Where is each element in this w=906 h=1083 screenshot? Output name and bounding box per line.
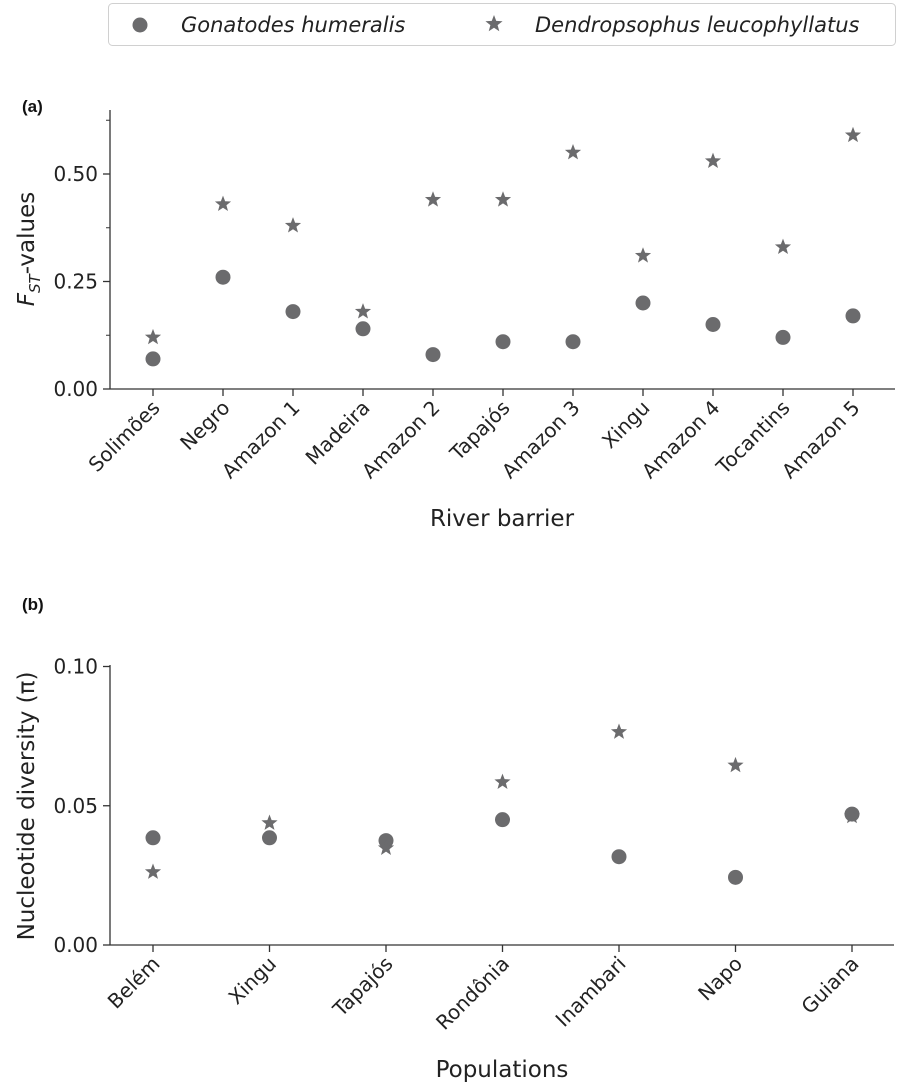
legend-star-icon — [485, 15, 503, 32]
panel-b-x-tick-label: Belém — [103, 952, 165, 1014]
panel-b-point-dendropsophus — [494, 773, 511, 789]
panel-b-point-dendropsophus — [261, 814, 278, 830]
panel-a-x-tick-label: Tapajós — [444, 396, 514, 466]
panel-b-x-tick-label: Napo — [693, 952, 747, 1006]
panel-b-plot-area: 0.00 0.05 0.10 Belém Xingu Tapajós Rondônia Ina… — [53, 655, 894, 1035]
panel-b-x-tick-label: Inambari — [551, 952, 631, 1032]
ylabel-f: F — [14, 292, 40, 306]
panel-a-x-tick-label: Negro — [175, 396, 234, 455]
panel-a-point-gonatodes — [285, 304, 301, 320]
legend: Gonatodes humeralis Dendropsophus leucop… — [108, 3, 896, 46]
panel-a-x-tick-label: Xingu — [597, 396, 654, 453]
panel-b-point-gonatodes — [728, 869, 743, 885]
panel-a-point-gonatodes — [775, 329, 791, 345]
panel-b-y-axis-title: Nucleotide diversity (π) — [14, 672, 40, 941]
panel-a-y-tick-label: 0.25 — [53, 270, 98, 294]
panel-b-point-dendropsophus — [377, 839, 395, 855]
panel-b-y-tick-label: 0.05 — [53, 794, 98, 818]
legend-label-gonatodes: Gonatodes humeralis — [181, 13, 405, 37]
panel-a-point-dendropsophus — [704, 152, 722, 168]
panel-b-point-dendropsophus — [843, 807, 861, 824]
panel-a-point-gonatodes — [495, 334, 511, 350]
panel-a-point-dendropsophus — [844, 126, 862, 143]
panel-a-point-dendropsophus — [214, 195, 232, 211]
panel-b-y-tick-label: 0.00 — [53, 933, 98, 957]
panel-a-point-gonatodes — [145, 351, 161, 367]
panel-a-point-dendropsophus — [284, 217, 302, 233]
panel-b-point-gonatodes — [145, 830, 161, 846]
legend-circle-icon — [132, 17, 148, 33]
panel-b-x-tick-label: Xingu — [224, 952, 281, 1009]
panel-b-x-tick-label: Tapajós — [327, 952, 397, 1022]
panel-b-x-axis-title: Populations — [436, 1057, 569, 1083]
panel-a-point-gonatodes — [635, 295, 651, 311]
panel-a-point-dendropsophus — [494, 191, 512, 207]
panel-a-point-gonatodes — [425, 347, 441, 363]
panel-a-label: (a) — [22, 97, 43, 116]
panel-b: (b) 0.00 0.05 0.10 Belém Xingu Tapajós Rondôni… — [14, 595, 894, 1083]
panel-a-x-axis-title: River barrier — [430, 506, 575, 532]
panel-a-point-gonatodes — [705, 317, 721, 332]
panel-a-point-dendropsophus — [634, 247, 652, 263]
panel-a-y-axis-title: FST-values — [14, 192, 44, 306]
panel-a-point-dendropsophus — [564, 144, 582, 160]
panel-a-point-dendropsophus — [354, 303, 372, 319]
panel-b-y-tick-label: 0.10 — [53, 655, 98, 679]
panel-a-point-gonatodes — [355, 321, 371, 337]
legend-frame — [108, 3, 896, 46]
panel-b-point-gonatodes — [495, 812, 510, 828]
panel-b-point-gonatodes — [611, 849, 627, 865]
panel-b-point-gonatodes — [262, 830, 277, 846]
panel-b-point-dendropsophus — [727, 756, 744, 773]
panel-a-y-tick-label: 0.00 — [53, 377, 98, 401]
panel-a-point-dendropsophus — [774, 238, 792, 254]
legend-label-dendropsophus: Dendropsophus leucophyllatus — [535, 13, 860, 37]
panel-a-point-dendropsophus — [424, 191, 442, 207]
panel-a-point-gonatodes — [215, 269, 231, 285]
panel-b-label: (b) — [22, 595, 44, 614]
ylabel-st-subscript: ST — [26, 272, 44, 293]
panel-a-point-gonatodes — [565, 334, 581, 350]
panel-a-point-dendropsophus — [144, 328, 162, 345]
ylabel-values: -values — [14, 192, 40, 275]
panel-a-point-gonatodes — [845, 308, 861, 324]
panel-b-point-dendropsophus — [144, 863, 162, 879]
panel-b-point-dendropsophus — [610, 723, 628, 739]
panel-a-y-tick-label: 0.50 — [53, 162, 98, 186]
panel-b-x-tick-label: Guiana — [796, 952, 863, 1019]
panel-a-x-tick-label: Solimões — [84, 396, 165, 477]
panel-b-x-tick-label: Rondônia — [431, 952, 514, 1035]
